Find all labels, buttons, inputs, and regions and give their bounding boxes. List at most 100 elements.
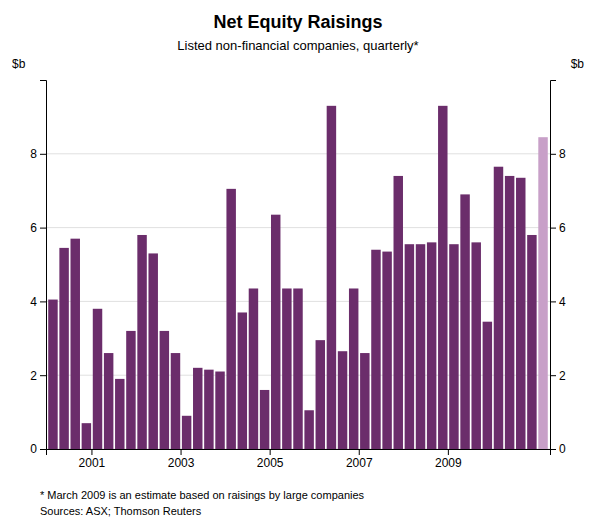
x-tick: 2003 bbox=[168, 449, 195, 470]
y2-tick: 2 bbox=[550, 369, 566, 383]
y-tick-label: 6 bbox=[30, 221, 37, 235]
y2-axis: 0 2 4 6 8 bbox=[550, 81, 566, 457]
bar bbox=[104, 353, 113, 449]
subtitle: Listed non-financial companies, quarterl… bbox=[177, 38, 418, 53]
x-tick-mark bbox=[448, 449, 449, 455]
bar bbox=[316, 340, 325, 449]
bar bbox=[293, 288, 302, 449]
bar bbox=[427, 242, 436, 449]
bar bbox=[282, 288, 291, 449]
bar bbox=[304, 410, 313, 449]
bar bbox=[215, 372, 224, 449]
y2-tick-label: 8 bbox=[559, 147, 566, 161]
grid-line bbox=[46, 153, 550, 154]
y2-tick-mark bbox=[550, 154, 556, 155]
y2-tick-label: 6 bbox=[559, 221, 566, 235]
y-tick: 2 bbox=[30, 369, 46, 383]
y2-axis-line bbox=[551, 81, 557, 450]
y2-tick-label: 4 bbox=[559, 295, 566, 309]
x-axis: 2001 2003 2005 2007 2009 bbox=[47, 449, 551, 470]
bar bbox=[527, 235, 536, 449]
x-tick-label: 2003 bbox=[168, 456, 195, 470]
bar bbox=[538, 137, 547, 449]
bar bbox=[160, 331, 169, 449]
bar bbox=[449, 244, 458, 449]
bar bbox=[416, 244, 425, 449]
y2-tick-mark bbox=[550, 228, 556, 229]
y2-tick-label: 2 bbox=[559, 369, 566, 383]
chart-root: Net Equity Raisings Listed non-financial … bbox=[0, 0, 596, 529]
footnote: Sources: ASX; Thomson Reuters bbox=[40, 505, 202, 517]
bar bbox=[494, 167, 503, 449]
y-tick-mark bbox=[40, 375, 46, 376]
bar bbox=[82, 423, 91, 449]
y-tick: 8 bbox=[30, 147, 46, 161]
bar bbox=[438, 106, 447, 449]
y2-tick-label: 0 bbox=[559, 442, 566, 456]
grid-line bbox=[46, 227, 550, 228]
x-tick: 2005 bbox=[257, 449, 284, 470]
bar bbox=[115, 379, 124, 449]
y-tick: 4 bbox=[30, 295, 46, 309]
bar bbox=[48, 300, 57, 449]
x-tick-label: 2009 bbox=[435, 456, 462, 470]
bar bbox=[226, 189, 235, 449]
y-tick-mark bbox=[40, 228, 46, 229]
x-tick-label: 2001 bbox=[79, 456, 106, 470]
y-tick-label: 0 bbox=[30, 442, 37, 456]
y-tick: 0 bbox=[30, 442, 46, 456]
x-tick: 2009 bbox=[435, 449, 462, 470]
y-axis-line bbox=[40, 81, 47, 450]
bar bbox=[460, 194, 469, 449]
bar bbox=[371, 250, 380, 449]
x-tick-label: 2007 bbox=[346, 456, 373, 470]
y-axis: 0 2 4 6 8 bbox=[30, 81, 46, 457]
bar bbox=[471, 242, 480, 449]
y-tick-label: 2 bbox=[30, 369, 37, 383]
x-tick: 2007 bbox=[346, 449, 373, 470]
x-tick: 2001 bbox=[79, 449, 106, 470]
bar bbox=[93, 309, 102, 449]
y2-tick: 8 bbox=[550, 147, 566, 161]
bar bbox=[338, 351, 347, 449]
bar bbox=[260, 390, 269, 449]
bar bbox=[382, 252, 391, 449]
bar bbox=[148, 253, 157, 449]
bar bbox=[238, 312, 247, 449]
y2-tick: 6 bbox=[550, 221, 566, 235]
x-tick-mark bbox=[359, 449, 360, 455]
x-tick-label: 2005 bbox=[257, 456, 284, 470]
x-tick-mark bbox=[91, 449, 92, 455]
bar bbox=[59, 248, 68, 449]
grid bbox=[46, 154, 550, 449]
bars bbox=[48, 106, 548, 449]
bar bbox=[394, 176, 403, 449]
y-tick: 6 bbox=[30, 221, 46, 235]
y-tick-label: 8 bbox=[30, 147, 37, 161]
x-tick-mark bbox=[270, 449, 271, 455]
y2-tick-mark bbox=[550, 301, 556, 302]
x-axis-line bbox=[47, 450, 551, 456]
bar bbox=[71, 239, 80, 449]
bar bbox=[483, 322, 492, 449]
bar bbox=[126, 331, 135, 449]
y-tick-mark bbox=[40, 154, 46, 155]
bar bbox=[204, 370, 213, 449]
bar bbox=[516, 178, 525, 449]
bar bbox=[193, 368, 202, 449]
y-axis-title: $b bbox=[12, 57, 26, 71]
bar bbox=[349, 288, 358, 449]
y2-tick: 4 bbox=[550, 295, 566, 309]
y2-tick: 0 bbox=[550, 442, 566, 456]
bar bbox=[405, 244, 414, 449]
bar bbox=[360, 353, 369, 449]
y2-axis-title: $b bbox=[571, 57, 585, 71]
bar bbox=[171, 353, 180, 449]
title: Net Equity Raisings bbox=[213, 12, 382, 32]
bar bbox=[271, 215, 280, 449]
y-tick-mark bbox=[40, 301, 46, 302]
footnote: * March 2009 is an estimate based on rai… bbox=[40, 489, 365, 501]
x-tick-mark bbox=[181, 449, 182, 455]
bar bbox=[137, 235, 146, 449]
bar bbox=[505, 176, 514, 449]
